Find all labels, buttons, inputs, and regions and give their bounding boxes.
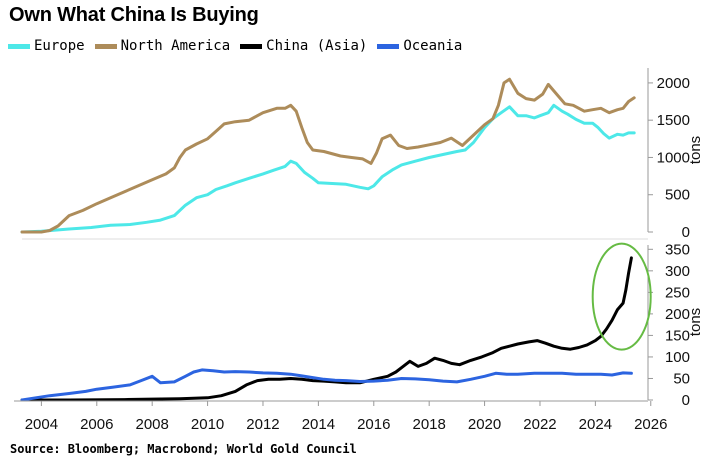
- legend-label-oceania: Oceania: [403, 38, 463, 54]
- legend-swatch-north-america: [94, 43, 117, 49]
- legend-item-europe: Europe: [8, 38, 85, 54]
- legend-label-china: China (Asia): [266, 38, 368, 54]
- series-line-europe: [20, 103, 636, 234]
- y-tick-label-2-300: 300: [665, 263, 690, 280]
- legend-item-north-america: North America: [94, 38, 231, 54]
- legend-item-china: China (Asia): [240, 38, 367, 54]
- y-axis-label-1: tons: [687, 136, 704, 164]
- y-tick-label-2-200: 200: [665, 306, 690, 323]
- x-tick-label-2010: 2010: [191, 416, 224, 433]
- legend-swatch-europe: [8, 43, 30, 49]
- page-title: Own What China Is Buying: [9, 4, 259, 26]
- highlight-ellipse: [591, 242, 652, 351]
- y-tick-label-1-2000: 2000: [657, 75, 690, 92]
- y-tick-label-2-100: 100: [665, 349, 690, 366]
- x-tick-label-2008: 2008: [135, 416, 168, 433]
- series-line-oceania: [20, 368, 633, 402]
- source-note: Source: Bloomberg; Macrobond; World Gold…: [10, 442, 357, 456]
- y-tick-label-2-0: 0: [682, 392, 690, 409]
- y-tick-label-1-500: 500: [665, 187, 690, 204]
- x-tick-label-2012: 2012: [246, 416, 279, 433]
- y-tick-label-2-150: 150: [665, 327, 690, 344]
- x-tick-label-2006: 2006: [80, 416, 113, 433]
- series-line-china-asia: [20, 256, 633, 402]
- x-tick-label-2004: 2004: [25, 416, 58, 433]
- y-tick-label-1-0: 0: [682, 224, 690, 241]
- y-tick-label-2-250: 250: [665, 284, 690, 301]
- y-tick-label-2-350: 350: [665, 241, 690, 258]
- x-tick-label-2022: 2022: [523, 416, 556, 433]
- x-tick-label-2014: 2014: [302, 416, 335, 433]
- series-line-north-america: [20, 77, 636, 234]
- x-tick-label-2020: 2020: [468, 416, 501, 433]
- legend-swatch-oceania: [377, 43, 400, 49]
- legend-label-north-america: North America: [120, 38, 231, 54]
- y-tick-label-1-1500: 1500: [657, 112, 690, 129]
- x-tick-label-2024: 2024: [579, 416, 612, 433]
- y-tick-label-1-1000: 1000: [657, 149, 690, 166]
- chart-legend: Europe North America China (Asia) Oceani…: [8, 36, 472, 56]
- y-tick-label-2-50: 50: [673, 370, 690, 387]
- x-tick-label-2026: 2026: [634, 416, 667, 433]
- legend-label-europe: Europe: [34, 38, 85, 54]
- x-tick-label-2016: 2016: [357, 416, 390, 433]
- legend-swatch-china: [240, 43, 263, 49]
- legend-item-oceania: Oceania: [377, 38, 462, 54]
- y-axis-label-2: tons: [687, 308, 704, 336]
- x-tick-label-2018: 2018: [412, 416, 445, 433]
